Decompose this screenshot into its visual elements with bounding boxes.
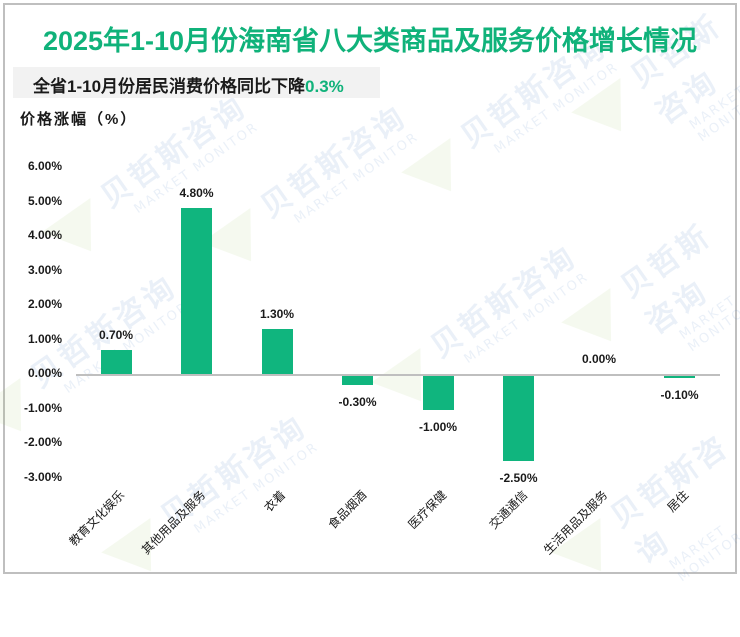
y-tick-label: -3.00% bbox=[23, 469, 62, 484]
subtitle-box: 全省1-10月份居民消费价格同比下降0.3% bbox=[13, 67, 380, 98]
data-label: -0.30% bbox=[338, 395, 377, 410]
y-tick-label: 2.00% bbox=[27, 297, 62, 311]
data-label: 0.70% bbox=[98, 327, 134, 342]
subtitle-highlight: 0.3% bbox=[305, 77, 344, 96]
y-axis-label: 价格涨幅（%） bbox=[20, 111, 138, 128]
bar bbox=[181, 208, 212, 374]
bar bbox=[422, 376, 454, 410]
bar bbox=[261, 329, 293, 374]
data-label: 4.80% bbox=[179, 186, 214, 201]
data-label: -1.00% bbox=[418, 419, 458, 434]
bar bbox=[664, 376, 695, 379]
data-label: 0.00% bbox=[581, 352, 617, 366]
y-tick-label: 0.00% bbox=[27, 366, 62, 380]
y-tick-label: -2.00% bbox=[23, 435, 62, 449]
y-tick-label: 5.00% bbox=[27, 193, 62, 208]
y-tick-label: 1.00% bbox=[27, 331, 62, 346]
subtitle-text: 全省1-10月份居民消费价格同比下降 bbox=[33, 77, 306, 96]
chart-title: 2025年1-10月份海南省八大类商品及服务价格增长情况 bbox=[42, 26, 698, 56]
bar bbox=[503, 376, 534, 462]
bar bbox=[342, 376, 373, 386]
zero-axis-line bbox=[76, 374, 720, 376]
y-tick-label: 4.00% bbox=[27, 228, 62, 242]
data-label: -0.10% bbox=[660, 388, 699, 403]
data-label: -2.50% bbox=[499, 471, 538, 486]
bar bbox=[100, 349, 132, 374]
y-tick-label: -1.00% bbox=[23, 400, 62, 415]
chart-frame bbox=[3, 3, 737, 574]
y-tick-label: 6.00% bbox=[27, 159, 62, 173]
data-label: 1.30% bbox=[259, 307, 295, 322]
y-tick-label: 3.00% bbox=[27, 262, 62, 277]
subtitle: 全省1-10月份居民消费价格同比下降0.3% bbox=[33, 72, 344, 97]
